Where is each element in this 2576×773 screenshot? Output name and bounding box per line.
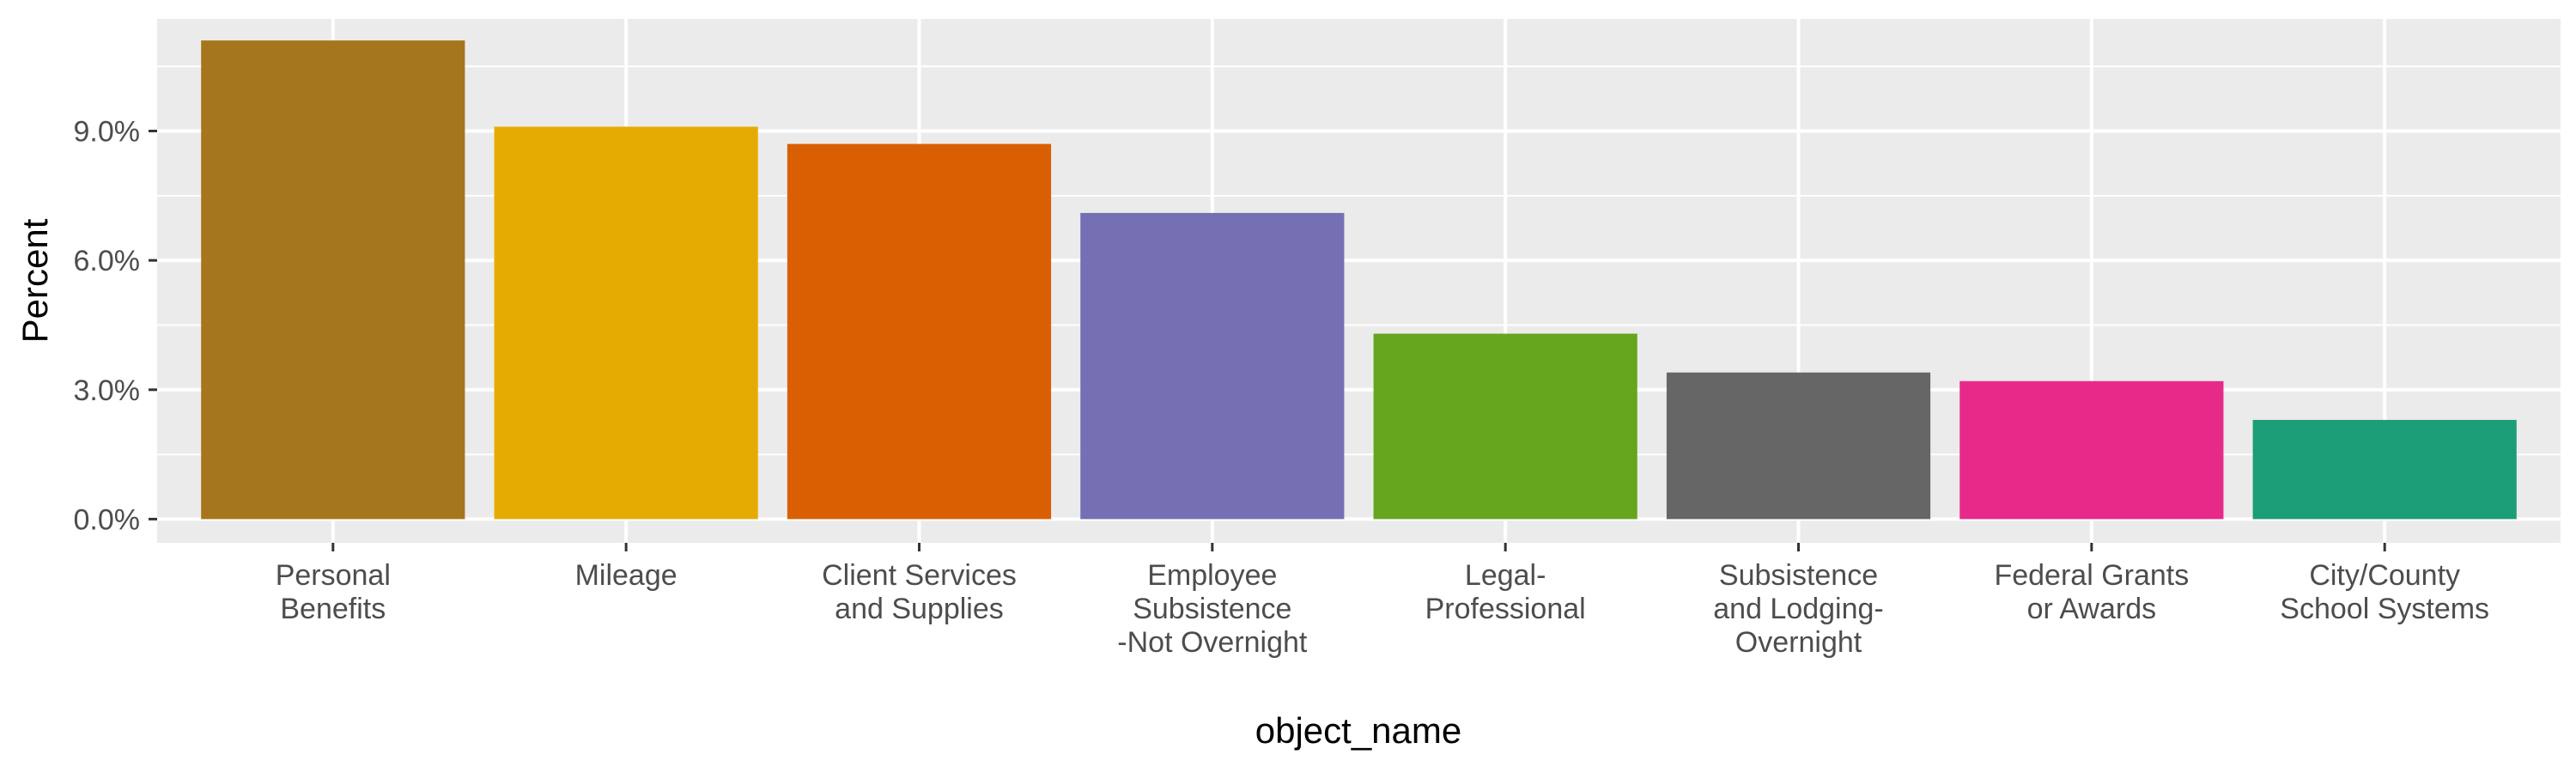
x-tick-label-line: Mileage: [575, 559, 677, 592]
x-tick-label-line: Federal Grants: [1994, 559, 2189, 592]
x-tick-label: Federal Grants or Awards: [1994, 559, 2189, 625]
x-tick-label-line: -Not Overnight: [1117, 626, 1308, 659]
bar: [494, 126, 758, 520]
x-tick-label-line: Benefits: [280, 593, 386, 625]
x-tick-label: Client Services and Supplies: [822, 559, 1017, 625]
x-tick-label: Employee Subsistence -Not Overnight: [1117, 559, 1308, 659]
y-tick-label: 9.0%: [74, 116, 141, 149]
x-tick-label-line: Legal-: [1465, 559, 1546, 592]
x-tick-label-line: Subsistence: [1719, 559, 1878, 592]
x-tick-label-line: Subsistence: [1133, 593, 1291, 625]
y-tick-label: 0.0%: [74, 503, 141, 536]
bar: [1959, 380, 2224, 520]
bar: [1373, 333, 1637, 520]
x-tick-label-line: and Lodging-: [1713, 593, 1884, 625]
x-tick-label: Subsistence and Lodging-Overnight: [1713, 559, 1884, 659]
y-axis-title: Percent: [15, 218, 55, 343]
x-tick-label-line: Employee: [1147, 559, 1277, 592]
x-tick-label-line: or Awards: [2027, 593, 2157, 625]
x-tick-label-line: and Supplies: [835, 593, 1004, 625]
x-axis-title: object_name: [1255, 710, 1462, 751]
bars: [201, 40, 2517, 520]
bar: [2252, 419, 2517, 520]
y-tick-label: 3.0%: [74, 374, 141, 407]
x-tick-label-line: Personal: [276, 559, 391, 592]
y-axis: 0.0% 3.0% 6.0% 9.0%: [74, 116, 157, 536]
x-tick-label: Personal Benefits: [276, 559, 391, 625]
bar: [201, 40, 465, 520]
bar: [1080, 212, 1345, 520]
x-tick-label-line: Professional: [1425, 593, 1586, 625]
y-tick-label: 6.0%: [74, 245, 141, 277]
x-tick-label: Mileage: [575, 559, 677, 592]
x-tick-label-line: City/County: [2309, 559, 2460, 592]
x-tick-label-line: Overnight: [1735, 626, 1862, 659]
bar: [1666, 372, 1931, 520]
bar: [787, 143, 1052, 520]
x-tick-label-line: School Systems: [2280, 593, 2489, 625]
x-tick-label-line: Client Services: [822, 559, 1017, 592]
x-tick-label: Legal-Professional: [1425, 559, 1586, 625]
x-tick-label: City/County School Systems: [2280, 559, 2489, 625]
